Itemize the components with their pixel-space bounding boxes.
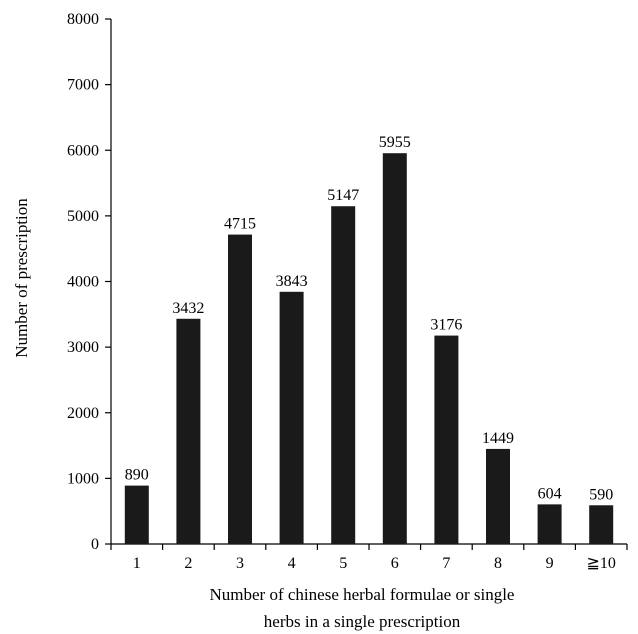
bar-value-label: 5147 — [327, 187, 359, 204]
bar — [228, 234, 252, 544]
x-tick-label: 7 — [442, 555, 450, 572]
y-axis: 0 1000 2000 3000 4000 5000 6000 7000 8000 — [67, 11, 112, 553]
y-tick-label: 4000 — [67, 274, 99, 291]
y-tick-label: 2000 — [67, 405, 99, 422]
bar-value-label: 3176 — [430, 317, 462, 334]
x-tick-label: 6 — [391, 555, 399, 572]
bar-value-label: 1449 — [482, 430, 514, 447]
y-tick-label: 0 — [91, 536, 99, 553]
y-tick-label: 3000 — [67, 339, 99, 356]
x-tick-label: 9 — [546, 555, 554, 572]
bar-value-label: 4715 — [224, 216, 256, 233]
x-axis-label-line-1: Number of chinese herbal formulae or sin… — [210, 585, 515, 604]
y-tick-label: 1000 — [67, 470, 99, 487]
bar — [537, 504, 562, 544]
x-tick-label: 2 — [184, 555, 192, 572]
y-tick-label: 6000 — [67, 142, 99, 159]
x-tick-label: 1 — [133, 555, 141, 572]
x-tick-label: 3 — [236, 555, 244, 572]
x-tick-label: 4 — [288, 555, 296, 572]
x-tick-label: 8 — [494, 555, 502, 572]
bar — [382, 153, 407, 544]
y-tick-label: 7000 — [67, 77, 99, 94]
bar — [589, 505, 614, 544]
x-axis: 1 2 3 4 5 6 7 8 9 ≧10 — [110, 543, 628, 572]
bar — [279, 291, 304, 544]
bar — [124, 485, 149, 544]
y-tick-label: 8000 — [67, 11, 99, 28]
bar-value-label: 604 — [538, 485, 562, 502]
x-axis-label-line-2: herbs in a single prescription — [264, 612, 461, 631]
bar-value-label: 5955 — [379, 134, 411, 151]
y-axis-label: Number of prescription — [12, 198, 31, 358]
bar — [434, 335, 459, 544]
x-tick-label: 5 — [339, 555, 347, 572]
bars — [124, 153, 614, 544]
y-tick-label: 5000 — [67, 208, 99, 225]
bar-value-label: 3843 — [276, 273, 308, 290]
bar-value-label: 590 — [589, 486, 613, 503]
bar-value-label: 3432 — [172, 300, 204, 317]
x-tick-label: ≧10 — [586, 555, 615, 572]
bar-labels: 890 3432 4715 3843 5147 5955 3176 1449 604 590 — [125, 134, 613, 503]
bar-value-label: 890 — [125, 467, 149, 484]
bar — [486, 448, 510, 544]
bar — [176, 318, 201, 544]
bar — [331, 206, 356, 544]
